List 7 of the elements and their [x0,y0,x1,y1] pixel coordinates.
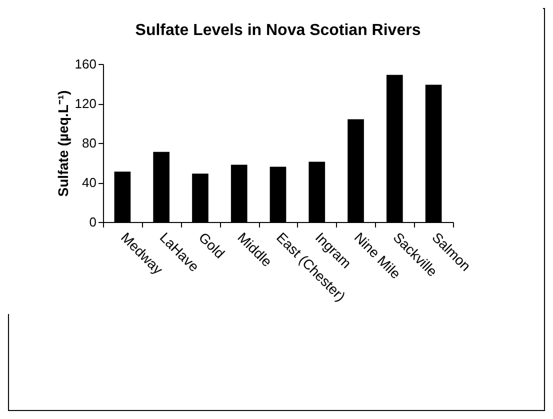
y-tick-label: 40 [82,175,96,190]
y-axis-title: Sulfate (µeq.L⁻¹) [54,90,71,197]
y-tick-label: 0 [89,214,96,230]
y-tick-label: 80 [82,136,96,150]
y-tick-label: 160 [74,56,96,72]
chart-title: Sulfate Levels in Nova Scotian Rivers [135,22,421,39]
y-tick-label: 120 [74,96,96,111]
